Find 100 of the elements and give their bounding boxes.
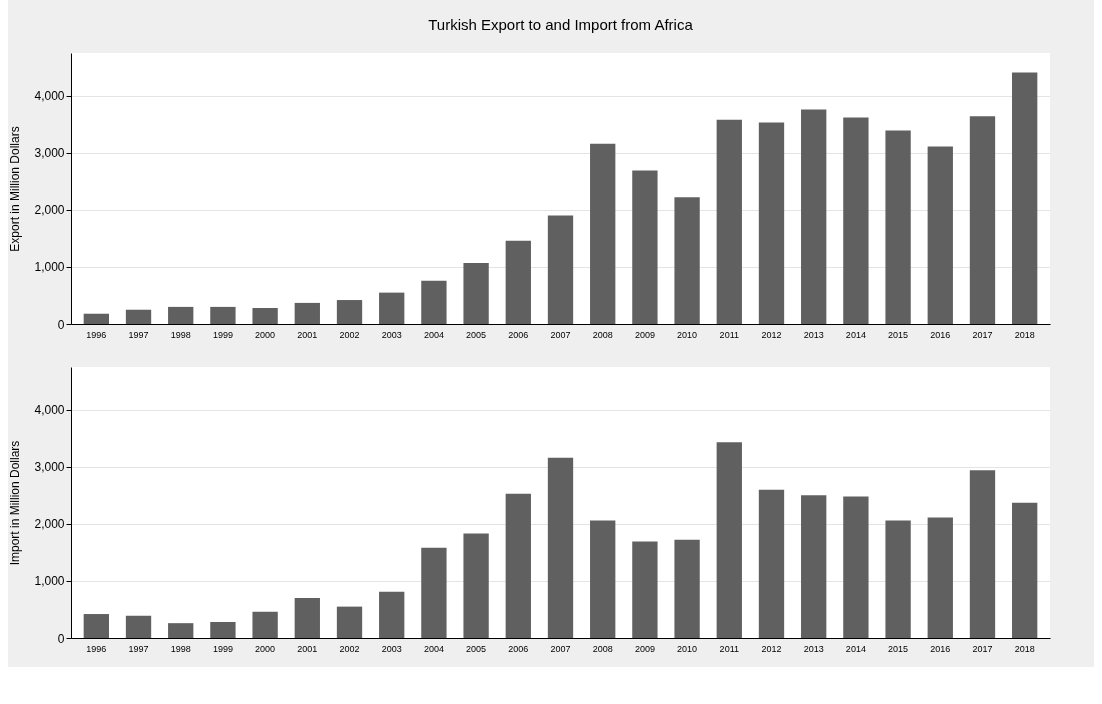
bar	[294, 598, 320, 638]
x-tick-label: 2010	[677, 329, 698, 340]
x-tick-label: 2012	[761, 329, 782, 340]
bar	[885, 520, 911, 638]
bar	[927, 517, 953, 638]
x-tick-label: 2009	[634, 643, 655, 654]
x-tick-label: 2003	[381, 643, 402, 654]
x-tick-label: 1997	[128, 643, 149, 654]
bar	[168, 306, 194, 324]
x-tick-label: 2011	[719, 643, 739, 654]
y-tick-label: 1,000	[34, 260, 65, 275]
bar	[252, 308, 278, 324]
bar	[1012, 72, 1038, 324]
bar	[927, 146, 953, 324]
bar	[969, 470, 996, 638]
y-tick-label: 2,000	[34, 203, 65, 218]
x-tick-label: 1998	[170, 329, 191, 340]
x-tick-label: 2013	[803, 643, 824, 654]
x-tick-label: 2012	[761, 643, 782, 654]
x-tick-label: 2002	[339, 329, 360, 340]
bar	[463, 533, 489, 638]
bar	[885, 130, 911, 324]
y-axis-title: Export in Million Dollars	[8, 126, 23, 252]
x-tick-label: 2007	[550, 329, 571, 340]
x-tick-label: 2000	[255, 329, 276, 340]
x-tick-label: 1996	[86, 643, 107, 654]
x-tick-label: 2011	[719, 329, 739, 340]
y-tick-label: 3,000	[34, 460, 65, 475]
x-tick-label: 2000	[255, 643, 276, 654]
x-tick-label: 1997	[128, 329, 149, 340]
x-tick-label: 2014	[845, 643, 866, 654]
x-tick-label: 2016	[930, 643, 951, 654]
bar	[674, 539, 700, 638]
x-tick-label: 1996	[86, 329, 107, 340]
bar	[632, 541, 658, 638]
y-tick-label: 4,000	[34, 403, 65, 418]
bar	[210, 306, 236, 324]
y-tick-label: 0	[57, 317, 65, 332]
bar	[632, 170, 658, 324]
x-tick-label: 2007	[550, 643, 571, 654]
bar	[674, 197, 700, 324]
x-tick-label: 2006	[508, 643, 529, 654]
bar	[547, 457, 574, 638]
x-tick-label: 2003	[381, 329, 402, 340]
x-tick-label: 2017	[972, 643, 993, 654]
bar	[1012, 502, 1038, 638]
bar	[463, 262, 489, 324]
bar	[843, 496, 869, 638]
bar	[125, 309, 152, 324]
x-tick-label: 2010	[677, 643, 698, 654]
bar	[758, 122, 785, 324]
x-tick-label: 2015	[888, 643, 909, 654]
bar	[716, 442, 742, 638]
bar	[590, 520, 616, 638]
bar	[83, 614, 109, 638]
x-tick-label: 2018	[1014, 329, 1035, 340]
bar	[421, 280, 447, 324]
x-tick-label: 2016	[930, 329, 951, 340]
bar	[505, 493, 531, 638]
x-tick-label: 2013	[803, 329, 824, 340]
bar	[210, 622, 236, 638]
bar	[252, 611, 278, 638]
x-tick-label: 2018	[1014, 643, 1035, 654]
x-tick-label: 2005	[466, 643, 487, 654]
bar	[758, 489, 785, 638]
y-tick-label: 1,000	[34, 574, 65, 589]
bar	[547, 215, 574, 324]
x-tick-label: 1999	[212, 643, 233, 654]
x-tick-label: 1999	[212, 329, 233, 340]
x-tick-label: 2002	[339, 643, 360, 654]
chart-title: Turkish Export to and Import from Africa	[428, 16, 694, 33]
x-tick-label: 2005	[466, 329, 487, 340]
bar	[843, 117, 869, 324]
bar	[801, 109, 827, 324]
x-tick-label: 2006	[508, 329, 529, 340]
bar	[336, 606, 363, 638]
bar	[505, 240, 531, 324]
x-tick-label: 2001	[297, 643, 318, 654]
y-tick-label: 3,000	[34, 146, 65, 161]
bar	[590, 143, 616, 324]
bar	[379, 292, 405, 324]
bar	[83, 313, 109, 324]
x-tick-label: 1998	[170, 643, 191, 654]
x-tick-label: 2001	[297, 329, 318, 340]
bar	[125, 615, 152, 638]
bar	[294, 302, 320, 324]
y-tick-label: 0	[57, 631, 65, 646]
bar	[969, 116, 996, 324]
y-tick-label: 2,000	[34, 517, 65, 532]
y-tick-label: 4,000	[34, 89, 65, 104]
x-tick-label: 2008	[592, 329, 613, 340]
x-tick-label: 2004	[423, 329, 444, 340]
bar	[379, 591, 405, 638]
bar	[716, 119, 742, 324]
bar	[168, 623, 194, 638]
x-tick-label: 2004	[423, 643, 444, 654]
bar	[801, 495, 827, 638]
bar	[421, 547, 447, 638]
x-tick-label: 2015	[888, 329, 909, 340]
x-tick-label: 2008	[592, 643, 613, 654]
